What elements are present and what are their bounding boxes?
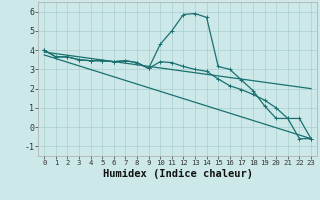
X-axis label: Humidex (Indice chaleur): Humidex (Indice chaleur) — [103, 169, 252, 179]
